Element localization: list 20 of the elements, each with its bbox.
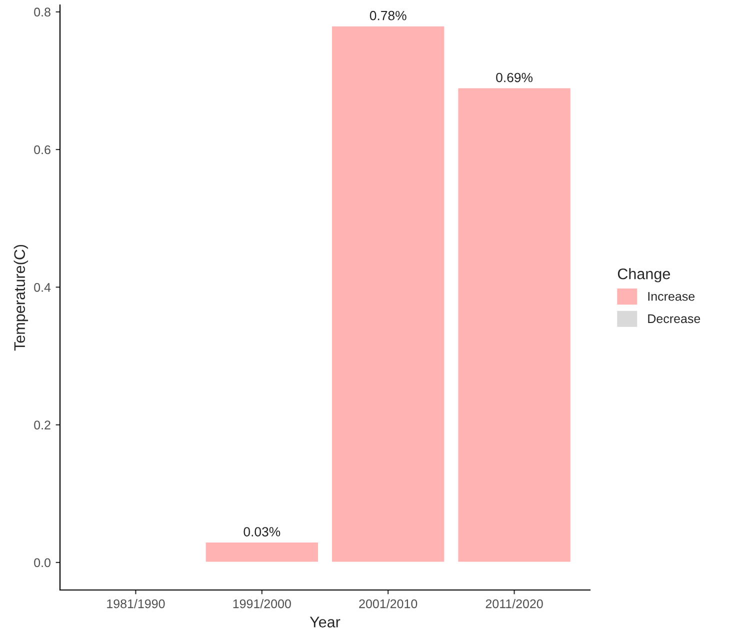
- x-axis-title: Year: [310, 616, 340, 628]
- data-label: 0.78%: [370, 10, 406, 20]
- y-tick-label: 0.0: [34, 558, 50, 568]
- bar: [456, 86, 572, 564]
- y-tick-label: 0.4: [34, 282, 51, 292]
- x-tick-label: 2001/2010: [359, 599, 418, 608]
- x-tick-label: 2011/2020: [486, 599, 543, 608]
- bar: [204, 541, 320, 564]
- x-tick-label: 1991/2000: [233, 599, 291, 608]
- legend-title: Change: [618, 268, 670, 282]
- legend-label: Increase: [648, 292, 695, 301]
- y-tick-label: 0.6: [34, 145, 50, 154]
- data-label: 0.03%: [244, 527, 280, 536]
- data-label: 0.69%: [496, 72, 533, 82]
- y-axis-title: Temperature(C): [14, 244, 28, 351]
- legend-label: Decrease: [648, 314, 700, 324]
- y-tick-label: 0.8: [34, 8, 50, 17]
- x-tick-label: 1981/1990: [107, 599, 165, 608]
- bar: [330, 24, 446, 564]
- y-tick-label: 0.2: [34, 420, 50, 430]
